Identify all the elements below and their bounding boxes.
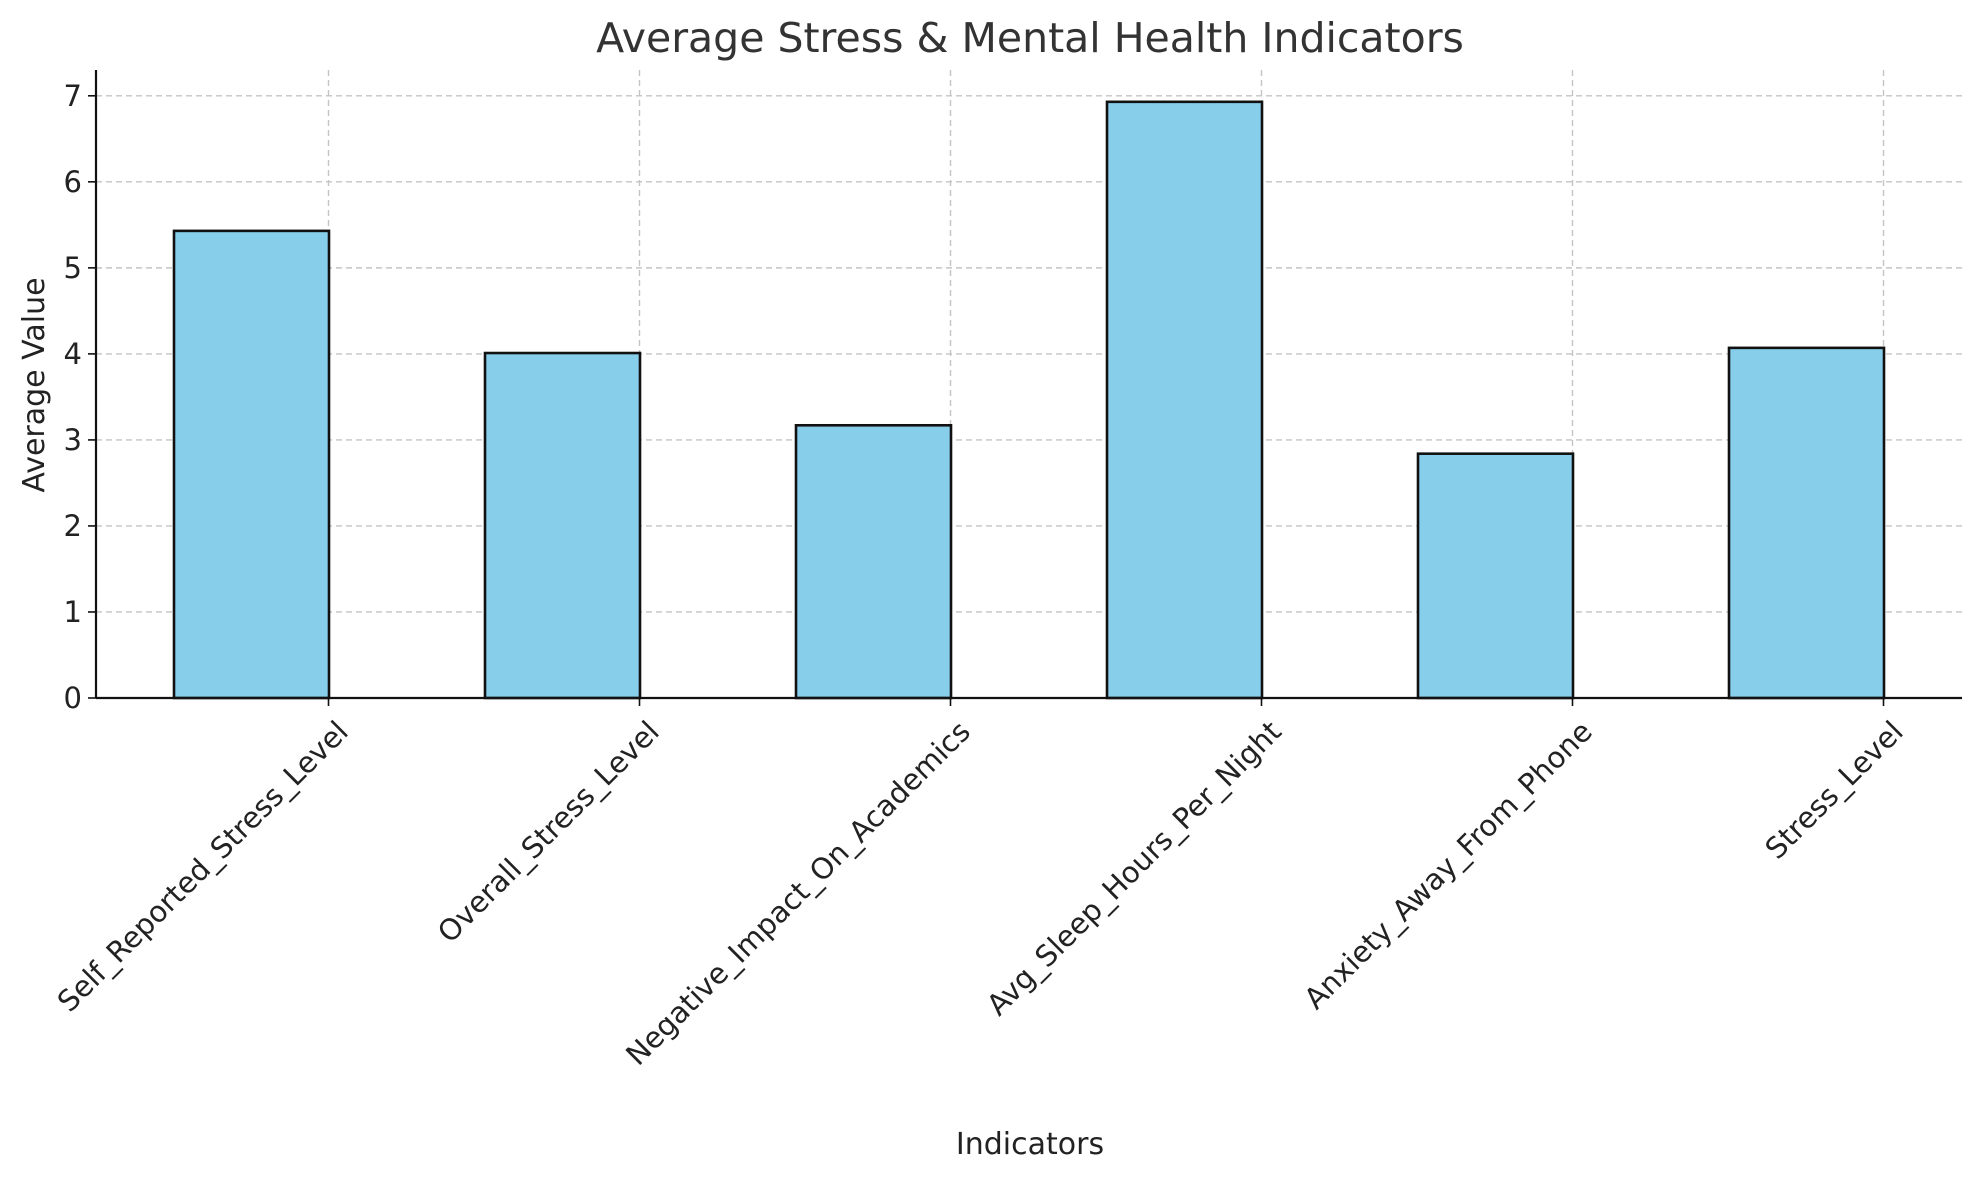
bar-avg-sleep-hours-per-night	[1105, 100, 1264, 700]
y-tick-label: 1	[64, 595, 82, 629]
x-tick-label: Overall_Stress_Level	[431, 714, 666, 949]
x-tick-label: Negative_Impact_On_Academics	[619, 714, 977, 1072]
chart-title: Average Stress & Mental Health Indicator…	[596, 14, 1464, 62]
axis-layer	[88, 70, 1962, 706]
bar-overall-stress-level	[483, 351, 642, 700]
grid-layer	[96, 70, 1962, 699]
y-tick-label: 5	[64, 251, 82, 285]
x-axis-label: Indicators	[956, 1127, 1104, 1162]
y-tick-label: 3	[64, 423, 82, 457]
x-tick-label: Avg_Sleep_Hours_Per_Night	[980, 714, 1288, 1022]
bar-layer	[172, 100, 1886, 700]
x-tick-label: Stress_Level	[1758, 714, 1909, 865]
bar-self-reported-stress-level	[172, 229, 331, 700]
y-tick-label: 0	[64, 681, 82, 715]
x-tick-labels: Self_Reported_Stress_Level Overall_Stress…	[51, 714, 1910, 1072]
x-tick-label: Self_Reported_Stress_Level	[51, 714, 355, 1018]
y-tick-label: 2	[64, 509, 82, 543]
bar-negative-impact-on-academics	[794, 423, 953, 700]
y-tick-labels: 0 1 2 3 4 5 6 7	[64, 79, 82, 715]
y-tick-label: 6	[64, 165, 82, 199]
y-tick-label: 7	[64, 79, 82, 113]
y-tick-label: 4	[64, 337, 82, 371]
x-tick-label: Anxiety_Away_From_Phone	[1297, 714, 1598, 1015]
bar-stress-level	[1727, 346, 1886, 700]
bar-anxiety-away-from-phone	[1416, 452, 1575, 700]
y-axis-label: Average Value	[17, 277, 52, 492]
